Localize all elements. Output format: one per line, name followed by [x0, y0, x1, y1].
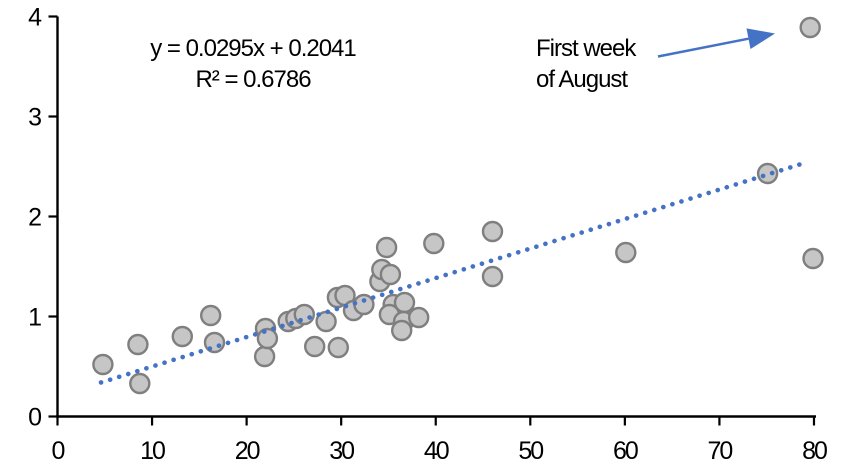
- annotation-line-2: of August: [536, 66, 628, 93]
- data-point: [481, 265, 504, 288]
- data-point: [615, 241, 637, 264]
- y-axis-tick-label: 4: [28, 4, 42, 32]
- x-axis-tick-label: 40: [424, 437, 449, 465]
- annotation-line-1: First week: [536, 35, 636, 62]
- data-point: [304, 335, 326, 358]
- data-point: [481, 220, 504, 243]
- data-point: [92, 353, 114, 376]
- x-axis-tick-label: 30: [329, 437, 354, 465]
- x-axis-tick-label: 10: [140, 437, 165, 465]
- annotation-arrow-head-icon: [746, 28, 775, 49]
- r-squared-text: R² = 0.6786: [195, 66, 311, 93]
- y-axis-tick-label: 3: [28, 104, 41, 132]
- x-axis-tick-label: 0: [52, 437, 65, 465]
- data-point: [171, 325, 194, 348]
- data-point: [256, 327, 279, 350]
- data-point: [129, 372, 151, 395]
- annotation-arrow-line: [657, 37, 749, 58]
- x-axis-tick-label: 50: [518, 437, 543, 465]
- x-axis-tick-label: 80: [802, 437, 827, 465]
- data-point: [802, 247, 824, 270]
- y-axis-tick-label: 2: [28, 204, 41, 232]
- x-axis-tick-label: 70: [708, 437, 733, 465]
- trendline: [98, 160, 807, 385]
- x-axis-tick-label: 20: [235, 437, 260, 465]
- data-point: [375, 236, 398, 259]
- data-point: [423, 232, 445, 255]
- equation-text: y = 0.0295x + 0.2041: [150, 35, 357, 62]
- data-point: [379, 263, 402, 286]
- trendline-equation: y = 0.0295x + 0.2041 R² = 0.6786: [123, 33, 383, 95]
- data-point: [199, 304, 222, 327]
- annotation-label: First week of August: [536, 33, 736, 95]
- data-point: [353, 293, 375, 316]
- x-axis-tick-label: 60: [613, 437, 638, 465]
- y-axis-tick-label: 1: [28, 304, 41, 332]
- data-point: [408, 306, 430, 329]
- data-point: [756, 162, 779, 185]
- data-point: [391, 319, 413, 342]
- data-point: [253, 345, 276, 368]
- data-point: [327, 336, 349, 359]
- data-point: [293, 303, 315, 326]
- data-point: [127, 333, 149, 356]
- y-axis-tick-label: 0: [28, 404, 41, 432]
- data-point: [799, 16, 821, 39]
